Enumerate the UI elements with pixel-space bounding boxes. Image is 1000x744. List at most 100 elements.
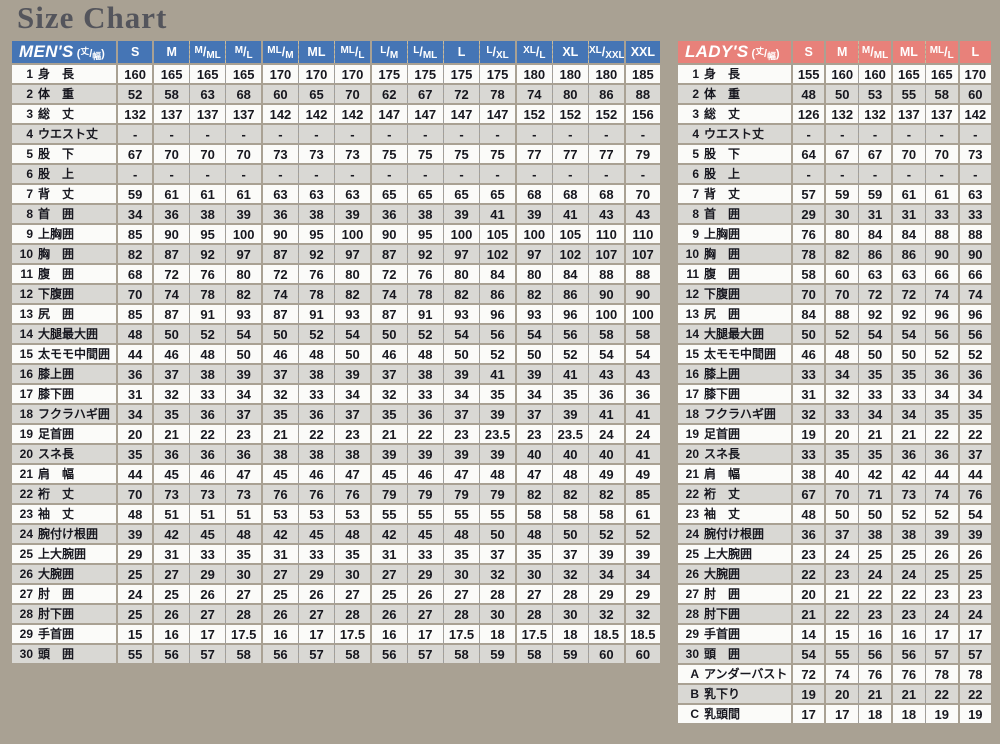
size-cell: 100 — [623, 304, 661, 326]
size-cell: 137 — [924, 104, 959, 126]
size-cell: 142 — [297, 104, 335, 126]
size-cell: 28 — [442, 604, 480, 626]
size-cell: 105 — [479, 224, 516, 246]
size-cell: 38 — [189, 364, 226, 386]
size-cell: 68 — [587, 184, 625, 206]
ladys-table-container: LADY'S (丈/幅) S M M/ML ML ML/L L 1 身 長 155 160 160 16… — [676, 39, 993, 726]
size-cell: 52 — [924, 504, 959, 526]
size-cell: 97 — [334, 244, 371, 266]
size-cell: 137 — [189, 104, 226, 126]
size-cell: 74 — [152, 284, 190, 306]
row-label-text: 上胸囲 — [38, 227, 75, 242]
size-cell: - — [858, 164, 892, 186]
row-number: 25 — [19, 547, 33, 562]
size-cell: - — [189, 164, 226, 186]
row-label-text: 大腕囲 — [704, 567, 741, 582]
column-header-l-m: L/M — [369, 40, 408, 66]
row-label-text: 股 上 — [38, 167, 75, 182]
row-label: 14 大腿最大囲 — [677, 324, 792, 346]
size-cell: 41 — [479, 364, 516, 386]
size-cell: 33 — [890, 384, 926, 406]
size-cell: - — [334, 124, 371, 146]
size-cell: 24 — [623, 424, 661, 446]
size-cell: 100 — [225, 224, 263, 246]
size-cell: 21 — [152, 424, 190, 446]
row-number: 22 — [19, 487, 33, 502]
size-cell: 55 — [824, 644, 859, 666]
size-cell: 16 — [369, 624, 408, 646]
size-cell: 91 — [406, 304, 444, 326]
row-number: 3 — [26, 107, 33, 122]
size-cell: 73 — [334, 144, 371, 166]
row-label: 27 肘 囲 — [677, 584, 792, 606]
row-label: 19 足首囲 — [677, 424, 792, 446]
size-cell: - — [225, 164, 263, 186]
size-cell: 30 — [442, 564, 480, 586]
size-cell: 35 — [442, 544, 480, 566]
size-cell: 68 — [115, 264, 154, 286]
size-cell: 41 — [623, 404, 661, 426]
column-header-ml: ML — [890, 40, 926, 66]
size-cell: 78 — [957, 664, 992, 686]
table-title-cell: MEN'S (丈/幅) — [11, 40, 117, 66]
size-cell: 30 — [824, 204, 859, 226]
table-row: 15 太モモ中間囲 44 46 48 50 46 48 50 46 48 50 52 50 52 54 54 — [11, 344, 661, 366]
row-number: 10 — [685, 247, 699, 262]
size-cell: 58 — [790, 264, 826, 286]
size-cell: 48 — [551, 464, 589, 486]
table-row: 9 上胸囲 85 90 95 100 90 95 100 90 95 100 105 100 105 110 1… — [11, 224, 661, 246]
row-label: 8 首 囲 — [677, 204, 792, 226]
size-cell: 65 — [442, 184, 480, 206]
size-cell: 41 — [587, 404, 625, 426]
size-cell: 41 — [551, 364, 589, 386]
row-label: 30 頭 囲 — [677, 644, 792, 666]
size-cell: 22 — [924, 684, 959, 706]
size-cell: 53 — [261, 504, 299, 526]
row-number: 12 — [19, 287, 33, 302]
mens-table-container: MEN'S (丈/幅) S M M/ML M/L ML/M ML ML/L L/M L/ML L L/… — [10, 39, 662, 666]
size-cell: 152 — [551, 104, 589, 126]
row-number: 13 — [685, 307, 699, 322]
row-label-text: 乳頭間 — [704, 707, 741, 722]
row-label-text: 股 下 — [38, 147, 75, 162]
row-label: 20 スネ長 — [11, 444, 117, 466]
size-cell: 34 — [957, 384, 992, 406]
size-cell: - — [479, 164, 516, 186]
size-cell: 76 — [790, 224, 826, 246]
size-cell: 54 — [514, 324, 553, 346]
size-cell: 67 — [824, 144, 859, 166]
size-cell: 50 — [152, 324, 190, 346]
size-cell: 46 — [790, 344, 826, 366]
table-row: 28 肘下囲 25 26 27 28 26 27 28 26 27 28 30 28 30 32 32 — [11, 604, 661, 626]
size-cell: 37 — [479, 544, 516, 566]
size-cell: 34 — [115, 404, 154, 426]
size-cell: 175 — [442, 64, 480, 86]
size-cell: 73 — [297, 144, 335, 166]
size-cell: 38 — [261, 444, 299, 466]
size-cell: 21 — [890, 684, 926, 706]
size-cell: - — [957, 164, 992, 186]
size-cell: 33 — [406, 384, 444, 406]
size-cell: 50 — [858, 504, 892, 526]
row-number: 23 — [19, 507, 33, 522]
size-cell: 48 — [225, 524, 263, 546]
row-label: 13 尻 囲 — [11, 304, 117, 326]
size-cell: 36 — [189, 444, 226, 466]
size-cell: 152 — [587, 104, 625, 126]
column-header-ml-l: ML/L — [334, 40, 371, 66]
size-cell: 39 — [479, 404, 516, 426]
size-cell: 55 — [479, 504, 516, 526]
size-cell: 25 — [115, 604, 154, 626]
row-label-text: 膝下囲 — [38, 387, 75, 402]
size-cell: 48 — [115, 504, 154, 526]
size-cell: 29 — [790, 204, 826, 226]
size-cell: 66 — [957, 264, 992, 286]
size-cell: - — [442, 124, 480, 146]
size-cell: 27 — [334, 584, 371, 606]
size-cell: 25 — [890, 544, 926, 566]
size-cell: 61 — [152, 184, 190, 206]
row-number: 17 — [685, 387, 699, 402]
table-row: 22 裄 丈 70 73 73 73 76 76 76 79 79 79 79 82 82 82 85 — [11, 484, 661, 506]
row-number: 7 — [26, 187, 33, 202]
